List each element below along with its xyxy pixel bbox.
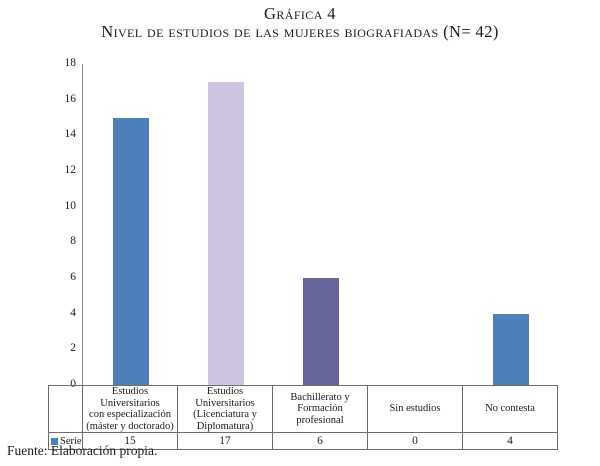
legend-cell: Series1: [48, 432, 83, 450]
category-header-cell-4: Sin estudios: [367, 385, 463, 433]
y-tick-label: 0: [70, 378, 76, 390]
y-tick-label: 16: [64, 92, 77, 105]
bar-2: [207, 81, 244, 385]
y-tick-label: 18: [64, 57, 77, 69]
category-header-cell-5: No contesta: [462, 385, 558, 433]
value-cell-5: 4: [462, 432, 558, 450]
value-cell-1: 15: [82, 432, 178, 450]
y-tick-label: 2: [70, 342, 76, 355]
value-cell-3: 6: [272, 432, 368, 450]
y-tick-label: 4: [70, 306, 76, 319]
bar-5: [492, 313, 529, 385]
y-tick-label: 8: [70, 235, 76, 248]
y-tick-label: 10: [64, 199, 77, 212]
category-header-cell-2: Estudios Universitarios (Licenciatura y Di…: [177, 385, 273, 433]
category-header-cell-3: Bachillerato y Formación profesional: [272, 385, 368, 433]
y-tick-label: 14: [64, 128, 77, 141]
table-corner-cell: [48, 385, 83, 433]
y-tick-label: 12: [64, 164, 77, 176]
value-cell-2: 17: [177, 432, 273, 450]
y-tick-label: 6: [70, 271, 76, 283]
legend-marker-icon: [51, 437, 58, 445]
legend-series-name: Series1: [60, 435, 82, 447]
bar-3: [302, 278, 339, 385]
plot-area: [82, 64, 558, 385]
chart-subtitle: Nivel de estudios de las mujeres biograf…: [101, 22, 499, 41]
chart-title: Gráfica 4: [264, 4, 336, 23]
category-header-cell-1: Estudios Universitarios con especializaci…: [82, 385, 178, 433]
bar-1: [112, 117, 149, 385]
value-cell-4: 0: [367, 432, 463, 450]
data-table: Estudios Universitarios con especializaci…: [48, 385, 558, 450]
source-note: Fuente: Elaboración propia.: [7, 443, 158, 458]
